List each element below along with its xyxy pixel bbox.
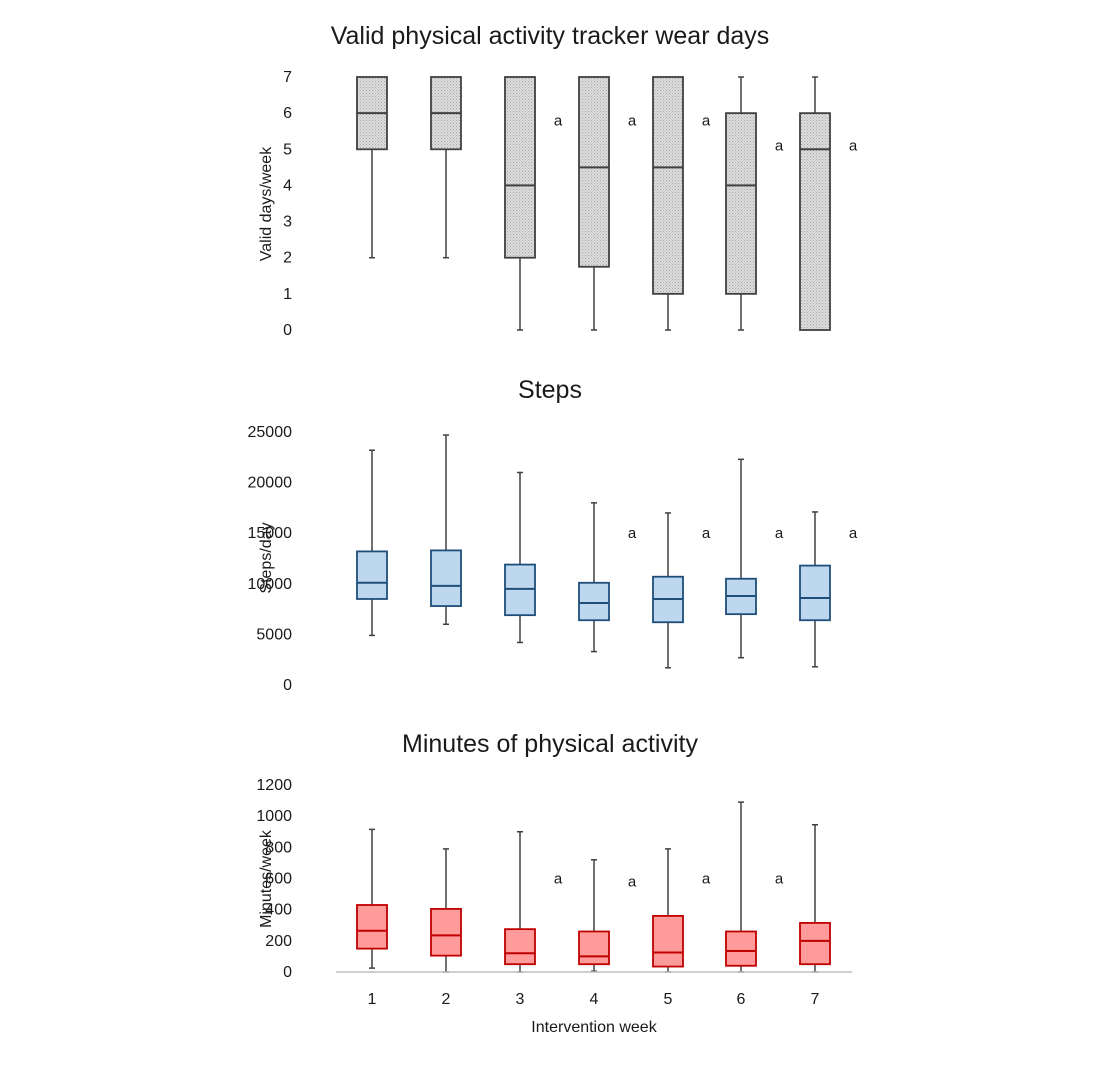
y-tick-label: 800	[265, 839, 292, 856]
x-tick-label: 3	[516, 991, 525, 1008]
y-tick-label: 15000	[248, 525, 293, 542]
significance-label: a	[702, 525, 711, 542]
significance-label: a	[849, 138, 858, 155]
box-iqr	[504, 76, 536, 259]
y-tick-label: 1200	[256, 777, 292, 794]
y-tick-label: 5	[283, 141, 292, 158]
panel1-title: Valid physical activity tracker wear day…	[331, 22, 770, 50]
x-tick-label: 5	[664, 991, 673, 1008]
panel1-y-axis-label: Valid days/week	[258, 146, 275, 261]
panel3-y-axis-label: Minutes/week	[258, 829, 275, 928]
box-iqr	[356, 550, 388, 600]
box-iqr	[504, 563, 536, 617]
x-tick-label: 6	[737, 991, 746, 1008]
y-tick-label: 0	[283, 964, 292, 981]
y-tick-label: 7	[283, 69, 292, 86]
box-iqr	[799, 564, 831, 622]
box-iqr	[799, 112, 831, 331]
significance-label: a	[628, 525, 637, 542]
significance-label: a	[554, 112, 563, 129]
significance-label: a	[775, 525, 784, 542]
box-iqr	[356, 904, 388, 950]
panel2-y-axis-label: Steps/day	[258, 522, 275, 593]
panel2-title: Steps	[518, 376, 582, 404]
box-iqr	[725, 930, 757, 967]
y-tick-label: 4	[283, 177, 292, 194]
y-tick-label: 2	[283, 250, 292, 267]
significance-label: a	[775, 871, 784, 888]
y-tick-label: 5000	[256, 626, 292, 643]
panel2-plot-area: 0 5000 10000 15000 20000 25000 a a a a	[248, 424, 858, 694]
box-iqr	[578, 930, 610, 966]
box-iqr	[799, 922, 831, 966]
y-tick-label: 400	[265, 902, 292, 919]
x-tick-label: 1	[368, 991, 377, 1008]
y-tick-label: 1	[283, 286, 292, 303]
box-iqr	[430, 907, 462, 957]
panel3-plot-area: 0 200 400 600 800 1000 1200 a a a a	[256, 777, 831, 981]
y-tick-label: 3	[283, 214, 292, 231]
significance-label: a	[628, 112, 637, 129]
box-iqr	[578, 76, 610, 268]
x-axis-label: Intervention week	[531, 1019, 657, 1036]
significance-label: a	[849, 525, 858, 542]
significance-label: a	[628, 874, 637, 891]
box-iqr	[725, 112, 757, 295]
panel3-title: Minutes of physical activity	[402, 730, 698, 758]
y-tick-label: 6	[283, 105, 292, 122]
y-tick-label: 10000	[248, 576, 293, 593]
y-tick-label: 1000	[256, 808, 292, 825]
box-iqr	[652, 76, 684, 295]
significance-label: a	[775, 138, 784, 155]
significance-label: a	[554, 871, 563, 888]
x-tick-label: 7	[811, 991, 820, 1008]
significance-label: a	[702, 871, 711, 888]
y-tick-label: 25000	[248, 424, 293, 441]
y-tick-label: 20000	[248, 475, 293, 492]
box-iqr	[504, 928, 536, 966]
box-iqr	[578, 581, 610, 622]
x-tick-label: 2	[442, 991, 451, 1008]
box-iqr	[430, 549, 462, 607]
y-tick-label: 200	[265, 933, 292, 950]
y-tick-label: 600	[265, 871, 292, 888]
y-tick-label: 0	[283, 322, 292, 339]
x-tick-label: 4	[590, 991, 599, 1008]
y-tick-label: 0	[283, 677, 292, 694]
panel1-plot-area: 0 1 2 3 4 5 6 7 a a a a a	[283, 69, 858, 339]
box-iqr	[652, 915, 684, 968]
significance-label: a	[702, 112, 711, 129]
